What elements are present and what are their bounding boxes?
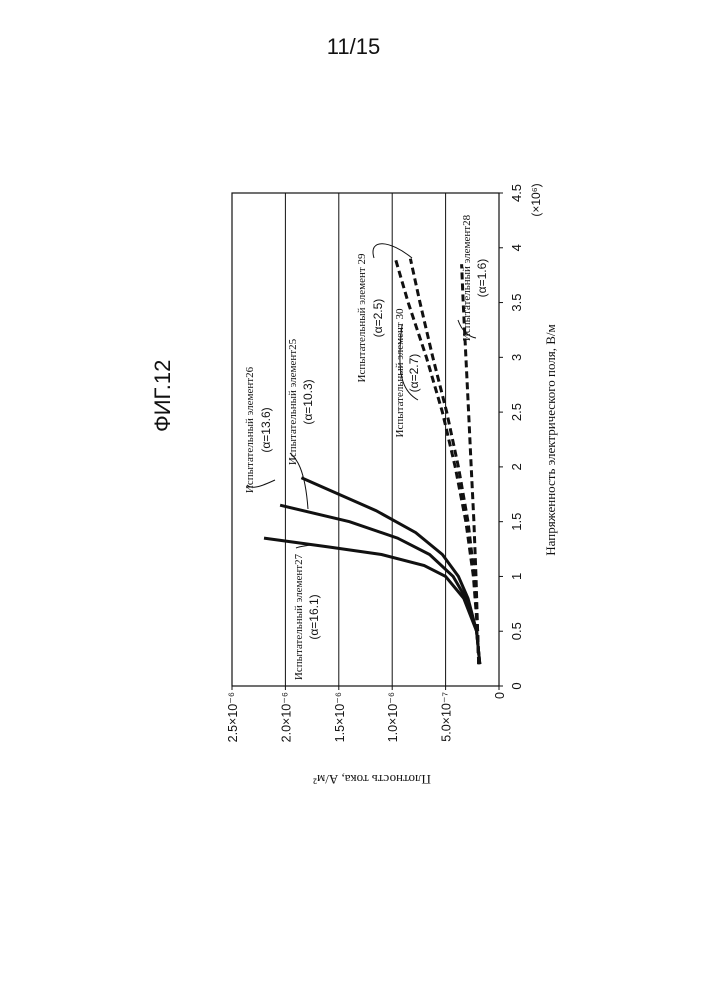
x-tick-label-4: 2 bbox=[509, 463, 524, 470]
x-tick-label-6: 3 bbox=[509, 354, 524, 361]
x-axis-multiplier: (×10⁶) bbox=[529, 183, 543, 216]
series-label-3: Испытательный элемент27 bbox=[293, 553, 305, 680]
series-label-2: Испытательный элемент25 bbox=[287, 338, 299, 465]
y-axis-ticks: 0 5.0×10⁻⁷ 1.0×10⁻⁶ 1.5×10⁻⁶ 2.0×10⁻⁶ 2.5×10⁻… bbox=[226, 686, 507, 742]
series-alpha-label-1: (α=13.6) bbox=[259, 407, 273, 452]
series-label-5: Испытательный элемент 30 bbox=[394, 308, 406, 437]
x-tick-label-8: 4 bbox=[509, 244, 524, 251]
y-tick-label-0: 0 bbox=[493, 692, 507, 699]
x-tick-label-3: 1.5 bbox=[509, 513, 524, 531]
x-axis-label: Напряженность электрического поля, В/м bbox=[543, 324, 558, 556]
y-axis-label: Плотность тока, А/м² bbox=[313, 772, 431, 787]
x-tick-label-2: 1 bbox=[509, 573, 524, 580]
x-tick-label-7: 3.5 bbox=[509, 294, 524, 312]
y-tick-label-3: 1.5×10⁻⁶ bbox=[333, 692, 347, 742]
series-alpha-label-2: (α=10.3) bbox=[301, 379, 315, 424]
series-alpha-label-3: (α=16.1) bbox=[307, 594, 321, 639]
y-tick-label-2: 1.0×10⁻⁶ bbox=[386, 692, 400, 742]
series-labels: Испытательный элемент26(α=13.6) Испытател… bbox=[244, 214, 489, 680]
series-alpha-label-4: (α=2.5) bbox=[371, 299, 385, 338]
y-tick-label-5: 2.5×10⁻⁶ bbox=[226, 692, 240, 742]
series-alpha-label-6: (α=1.6) bbox=[475, 259, 489, 298]
x-tick-label-0: 0 bbox=[509, 682, 524, 689]
y-tick-label-1: 5.0×10⁻⁷ bbox=[440, 692, 454, 742]
y-tick-label-4: 2.0×10⁻⁶ bbox=[279, 692, 293, 742]
x-tick-label-1: 0.5 bbox=[509, 622, 524, 640]
leader-line-3 bbox=[296, 545, 310, 548]
series-line-1 bbox=[301, 478, 479, 664]
series-label-1: Испытательный элемент26 bbox=[244, 366, 256, 493]
x-axis-ticks: 0 0.5 1 1.5 2 2.5 3 3.5 4 4.5 bbox=[499, 184, 524, 690]
series-label-4: Испытательный элемент 29 bbox=[356, 253, 368, 382]
series-alpha-label-5: (α=2.7) bbox=[407, 354, 421, 393]
series-label-6: Испытательный элемент28 bbox=[461, 214, 473, 341]
x-tick-label-9: 4.5 bbox=[509, 184, 524, 202]
x-tick-label-5: 2.5 bbox=[509, 403, 524, 421]
